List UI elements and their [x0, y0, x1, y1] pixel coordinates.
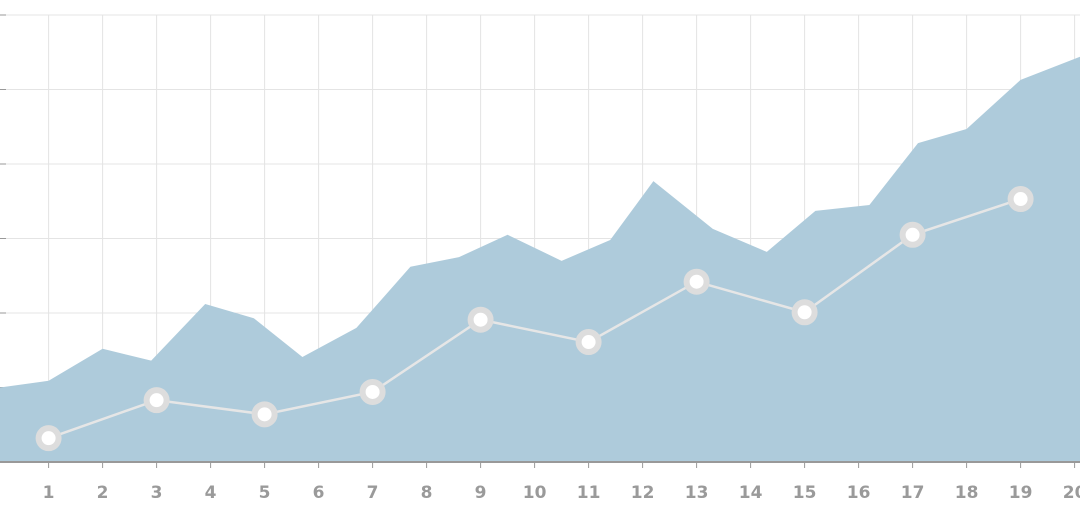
x-tick-label: 5: [259, 483, 271, 501]
x-tick-label: 1: [43, 483, 55, 501]
point: [683, 268, 710, 295]
x-tick-label: 11: [577, 483, 601, 501]
x-tick-label: 14: [739, 483, 763, 501]
x-tick-label: 2: [97, 483, 109, 501]
x-tick-label: 3: [151, 483, 163, 501]
point: [35, 425, 62, 452]
point: [1007, 186, 1034, 213]
area: [0, 56, 1080, 462]
x-tick-label: 13: [685, 483, 709, 501]
point: [899, 221, 926, 248]
point: [251, 401, 278, 428]
x-tick-label: 7: [367, 483, 379, 501]
x-tick-label: 8: [421, 483, 433, 501]
x-tick-label: 12: [631, 483, 655, 501]
x-tick-label: 10: [523, 483, 547, 501]
point: [359, 378, 386, 405]
point: [467, 306, 494, 333]
x-tick-label: 19: [1009, 483, 1033, 501]
x-tick-label: 16: [847, 483, 871, 501]
point: [791, 299, 818, 326]
x-tick-label: 17: [901, 483, 925, 501]
line: [48, 197, 1021, 440]
point: [143, 387, 170, 414]
x-tick-label: 18: [955, 483, 979, 501]
x-tick-label: 9: [475, 483, 487, 501]
point: [575, 329, 602, 356]
x-tick-label: 20: [1063, 483, 1080, 501]
x-tick-label: 4: [205, 483, 217, 501]
x-tick-label: 6: [313, 483, 325, 501]
x-tick-label: 15: [793, 483, 817, 501]
